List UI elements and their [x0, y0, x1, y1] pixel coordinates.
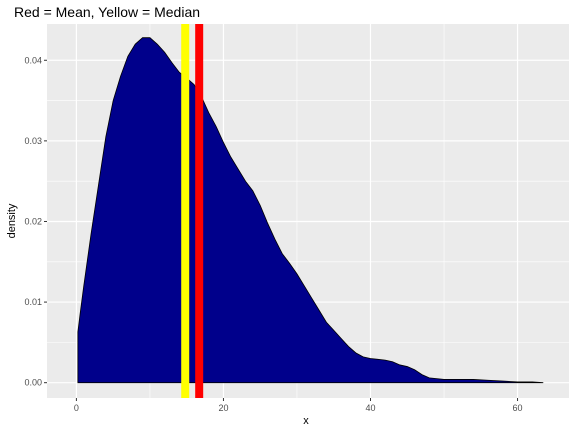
x-tick-label: 60 [513, 403, 523, 413]
y-tick-label: 0.01 [24, 297, 42, 307]
x-tick-label: 40 [365, 403, 375, 413]
median-line [181, 24, 190, 398]
x-axis-title: x [303, 415, 309, 427]
density-area [77, 37, 544, 384]
y-tick-label: 0.00 [24, 378, 42, 388]
x-tick-label: 0 [74, 403, 79, 413]
x-axis-ticks: 0 20 40 60 [74, 398, 523, 413]
y-tick-label: 0.04 [24, 55, 42, 65]
chart-title: Red = Mean, Yellow = Median [14, 4, 200, 20]
y-axis-title: density [6, 203, 18, 238]
y-tick-label: 0.03 [24, 136, 42, 146]
x-tick-label: 20 [218, 403, 228, 413]
mean-line [195, 24, 204, 398]
y-tick-label: 0.02 [24, 216, 42, 226]
y-axis-ticks: 0.00 0.01 0.02 0.03 0.04 [24, 55, 47, 388]
